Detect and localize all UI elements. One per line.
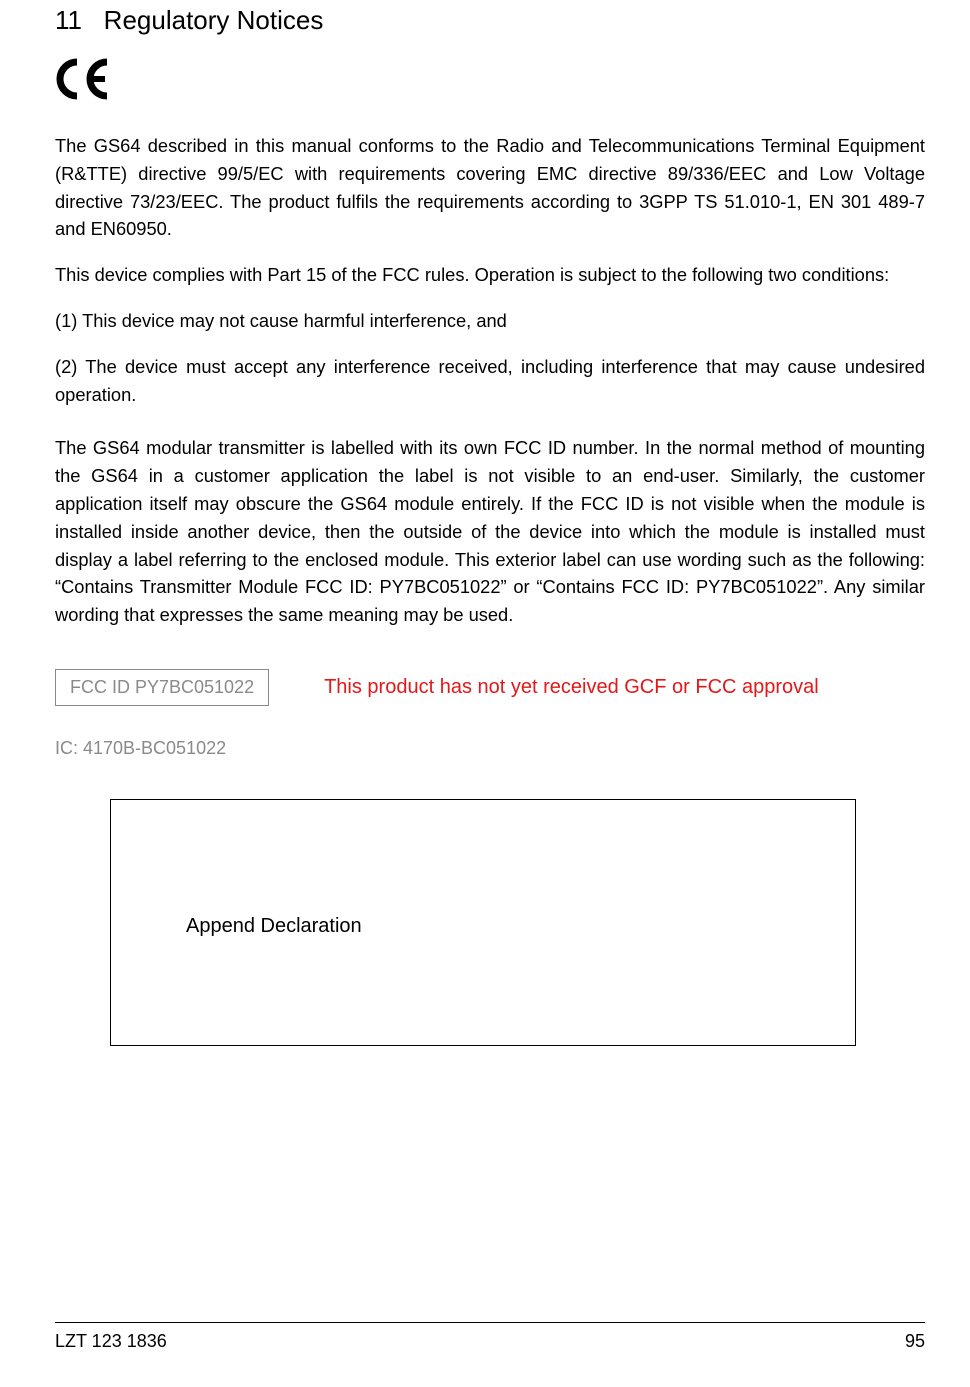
paragraph-condition-1: (1) This device may not cause harmful in… <box>55 307 925 335</box>
section-number: 11 <box>55 5 82 35</box>
ce-svg <box>55 58 115 100</box>
footer-rule <box>55 1322 925 1323</box>
ic-id-line: IC: 4170B-BC051022 <box>55 738 925 759</box>
fcc-id-box: FCC ID PY7BC051022 <box>55 669 269 706</box>
paragraph-fcc-intro: This device complies with Part 15 of the… <box>55 261 925 289</box>
footer-doc-id: LZT 123 1836 <box>55 1331 167 1352</box>
footer-page-number: 95 <box>905 1331 925 1352</box>
footer-row: LZT 123 1836 95 <box>55 1331 925 1352</box>
paragraph-conformance: The GS64 described in this manual confor… <box>55 132 925 243</box>
declaration-text: Append Declaration <box>186 915 362 938</box>
page-footer: LZT 123 1836 95 <box>55 1322 925 1352</box>
declaration-box: Append Declaration <box>110 799 856 1046</box>
ce-mark-icon <box>55 58 925 107</box>
paragraph-condition-2: (2) The device must accept any interfere… <box>55 353 925 409</box>
page-container: 11 Regulatory Notices The GS64 described… <box>0 0 970 1387</box>
approval-warning: This product has not yet received GCF or… <box>324 676 819 699</box>
section-title-text: Regulatory Notices <box>104 5 324 35</box>
paragraph-labelling: The GS64 modular transmitter is labelled… <box>55 434 925 629</box>
fcc-row: FCC ID PY7BC051022 This product has not … <box>55 669 925 706</box>
section-heading: 11 Regulatory Notices <box>55 5 925 36</box>
